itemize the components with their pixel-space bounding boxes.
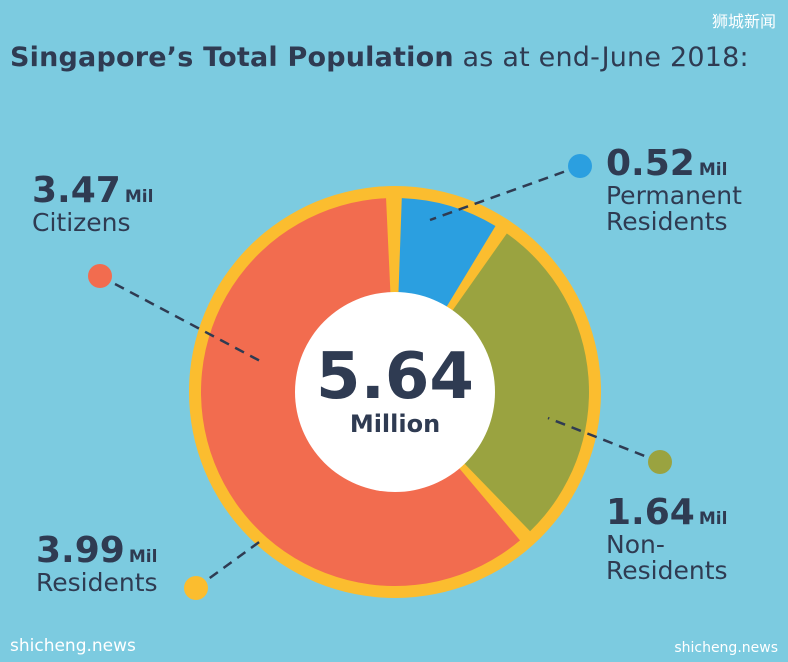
title-bold: Singapore’s Total Population [10, 42, 454, 73]
residents-value: 3.99 [36, 530, 125, 571]
center-hole [295, 292, 495, 492]
label-residents: 3.99 Mil Residents [36, 532, 158, 596]
pr-desc-1: Permanent [606, 180, 742, 210]
citizens-unit: Mil [124, 187, 154, 207]
pr-desc-2: Residents [606, 207, 728, 237]
pr-unit: Mil [698, 160, 728, 180]
leader-citizens [99, 274, 263, 364]
nonres-value: 1.64 [606, 492, 695, 533]
watermark-bottom-right: shicheng.news [674, 640, 778, 656]
residents-desc: Residents [36, 567, 158, 597]
leader-residents [195, 538, 263, 590]
nonres-desc-2: Residents [606, 556, 728, 586]
dot-citizens [88, 264, 112, 288]
leader-pr [429, 164, 581, 222]
center-total-value: 5.64 [316, 340, 474, 414]
dot-nonres [648, 450, 672, 474]
label-nonres: 1.64 Mil Non- Residents [606, 494, 728, 584]
watermark-top: 狮城新闻 [711, 12, 776, 31]
leader-nonres [547, 416, 661, 464]
label-citizens: 3.47 Mil Citizens [32, 172, 153, 236]
title-rest: as at end-June 2018: [453, 42, 749, 73]
nonres-desc-1: Non- [606, 529, 665, 559]
citizens-desc: Citizens [32, 207, 131, 237]
citizens-value: 3.47 [32, 170, 121, 211]
label-pr: 0.52 Mil Permanent Residents [606, 145, 742, 235]
nonres-unit: Mil [698, 509, 728, 529]
residents-unit: Mil [128, 547, 158, 567]
dot-pr [568, 154, 592, 178]
watermark-bottom-left: shicheng.news [10, 636, 136, 656]
pr-value: 0.52 [606, 143, 695, 184]
dot-residents [184, 576, 208, 600]
chart-title: Singapore’s Total Population as at end-J… [10, 42, 749, 73]
center-total-unit: Million [349, 410, 441, 438]
